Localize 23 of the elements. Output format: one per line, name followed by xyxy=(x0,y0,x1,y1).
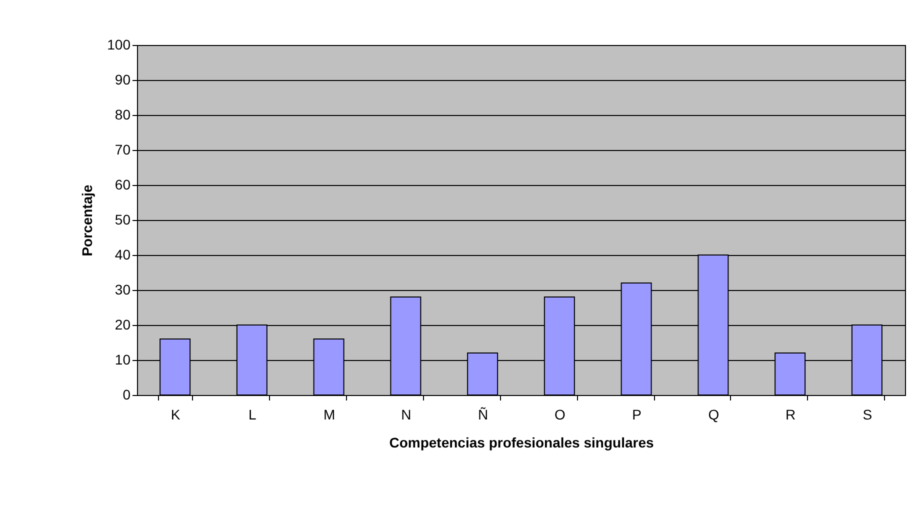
x-tick-label: N xyxy=(401,406,412,422)
x-tick-label: P xyxy=(632,406,642,422)
y-tick-label: 40 xyxy=(114,246,131,262)
y-tick-label: 100 xyxy=(107,36,131,52)
x-tick-label: Ñ xyxy=(478,406,488,422)
y-tick-label: 0 xyxy=(122,386,131,402)
x-tick-label: O xyxy=(554,406,566,422)
x-tick-label: M xyxy=(323,406,336,422)
y-tick-label: 20 xyxy=(114,316,131,332)
x-tick-label: K xyxy=(170,406,181,422)
y-tick-label: 80 xyxy=(114,106,131,122)
x-tick-label: S xyxy=(862,406,872,422)
y-tick-label: 90 xyxy=(114,72,131,88)
x-tick-label: R xyxy=(786,406,796,422)
y-axis-title: Porcentaje xyxy=(79,184,96,256)
x-tick-label: L xyxy=(248,406,257,422)
y-tick-label: 10 xyxy=(114,352,131,368)
y-tick-label: 60 xyxy=(114,176,131,192)
x-tick-label: Q xyxy=(708,406,720,422)
y-tick-label: 50 xyxy=(114,212,131,228)
y-tick-label: 30 xyxy=(114,282,131,298)
y-tick-label: 70 xyxy=(114,142,131,158)
x-axis-title: Competencias profesionales singulares xyxy=(389,434,654,450)
